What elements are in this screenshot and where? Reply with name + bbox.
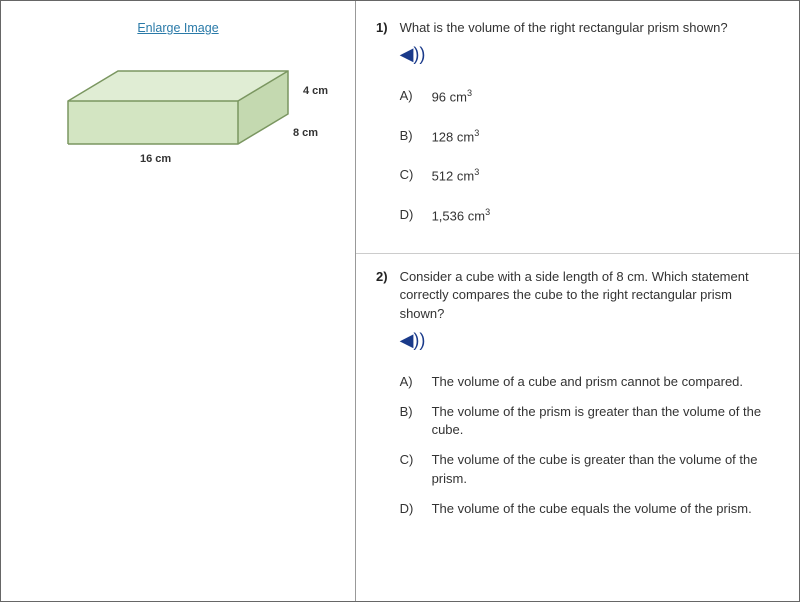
option-b[interactable]: B) 128 cm3 xyxy=(400,127,779,147)
audio-icon[interactable]: ◀)) xyxy=(400,331,426,349)
option-text: 1,536 cm3 xyxy=(432,206,491,226)
option-b[interactable]: B) The volume of the prism is greater th… xyxy=(400,403,779,439)
option-letter: B) xyxy=(400,403,418,421)
length-label: 16 cm xyxy=(140,153,171,165)
option-letter: D) xyxy=(400,500,418,518)
option-text: 96 cm3 xyxy=(432,87,472,107)
audio-icon[interactable]: ◀)) xyxy=(400,45,426,63)
option-text: 128 cm3 xyxy=(432,127,480,147)
worksheet-page: Enlarge Image xyxy=(0,0,800,602)
option-a[interactable]: A) 96 cm3 xyxy=(400,87,779,107)
option-a[interactable]: A) The volume of a cube and prism cannot… xyxy=(400,373,779,391)
question-1: 1) What is the volume of the right recta… xyxy=(376,19,779,245)
option-letter: C) xyxy=(400,166,418,184)
option-letter: A) xyxy=(400,373,418,391)
width-label: 8 cm xyxy=(293,127,318,139)
question-number: 1) xyxy=(376,19,388,245)
option-text: The volume of the cube is greater than t… xyxy=(432,451,779,487)
prism-svg: 4 cm 8 cm 16 cm xyxy=(28,44,328,184)
option-c[interactable]: C) 512 cm3 xyxy=(400,166,779,186)
question-text: Consider a cube with a side length of 8 … xyxy=(400,268,779,323)
option-text: The volume of the cube equals the volume… xyxy=(432,500,752,518)
option-text: 512 cm3 xyxy=(432,166,480,186)
question-divider xyxy=(356,253,799,254)
option-letter: A) xyxy=(400,87,418,105)
prism-figure: 4 cm 8 cm 16 cm xyxy=(11,44,345,184)
option-d[interactable]: D) The volume of the cube equals the vol… xyxy=(400,500,779,518)
option-d[interactable]: D) 1,536 cm3 xyxy=(400,206,779,226)
option-letter: B) xyxy=(400,127,418,145)
figure-panel: Enlarge Image xyxy=(1,1,356,601)
option-text: The volume of a cube and prism cannot be… xyxy=(432,373,743,391)
option-letter: D) xyxy=(400,206,418,224)
question-text: What is the volume of the right rectangu… xyxy=(400,19,779,37)
option-c[interactable]: C) The volume of the cube is greater tha… xyxy=(400,451,779,487)
option-text: The volume of the prism is greater than … xyxy=(432,403,779,439)
option-letter: C) xyxy=(400,451,418,469)
question-number: 2) xyxy=(376,268,388,530)
height-label: 4 cm xyxy=(303,85,328,97)
question-2: 2) Consider a cube with a side length of… xyxy=(376,268,779,530)
questions-panel: 1) What is the volume of the right recta… xyxy=(356,1,799,601)
enlarge-image-link[interactable]: Enlarge Image xyxy=(137,20,218,38)
